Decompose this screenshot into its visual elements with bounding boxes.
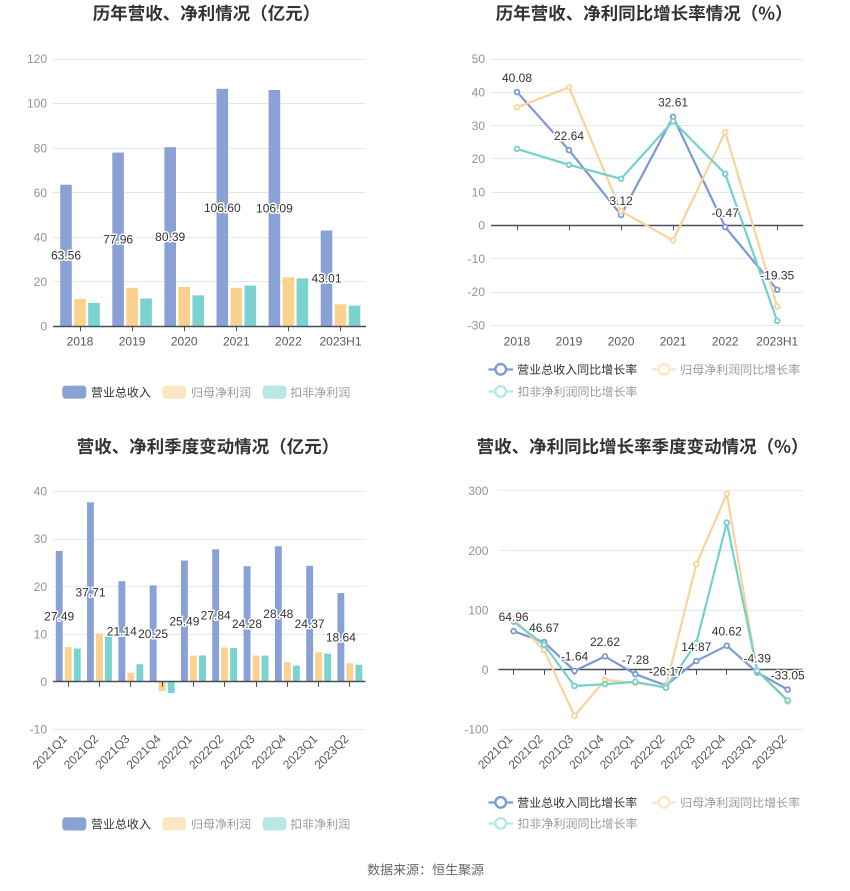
svg-text:22.62: 22.62 — [590, 635, 620, 649]
svg-text:77.96: 77.96 — [103, 233, 133, 247]
svg-text:32.61: 32.61 — [658, 96, 688, 110]
svg-text:-1.64: -1.64 — [561, 650, 589, 664]
svg-text:0: 0 — [40, 320, 47, 334]
svg-text:80.39: 80.39 — [155, 230, 185, 244]
svg-text:-33.05: -33.05 — [771, 668, 805, 682]
svg-text:-10: -10 — [30, 723, 48, 737]
svg-text:64.96: 64.96 — [499, 610, 529, 624]
svg-text:40.62: 40.62 — [712, 625, 742, 639]
svg-text:2020: 2020 — [171, 335, 198, 349]
svg-text:37.71: 37.71 — [75, 585, 105, 599]
svg-text:2022: 2022 — [712, 335, 739, 349]
svg-text:2018: 2018 — [67, 335, 94, 349]
svg-text:-4.39: -4.39 — [744, 651, 772, 665]
svg-text:27.84: 27.84 — [201, 609, 231, 623]
svg-text:-100: -100 — [464, 723, 488, 737]
svg-text:20: 20 — [34, 580, 48, 594]
svg-text:-20: -20 — [468, 285, 486, 299]
svg-text:-19.35: -19.35 — [760, 269, 794, 283]
svg-text:100: 100 — [468, 603, 488, 617]
svg-text:2023H1: 2023H1 — [756, 335, 798, 349]
svg-text:-7.28: -7.28 — [622, 653, 650, 667]
svg-text:40.08: 40.08 — [502, 71, 532, 85]
svg-text:300: 300 — [468, 484, 488, 498]
svg-text:120: 120 — [27, 52, 47, 66]
svg-text:20: 20 — [34, 275, 48, 289]
svg-text:40: 40 — [34, 230, 48, 244]
svg-text:0: 0 — [478, 219, 485, 233]
svg-text:63.56: 63.56 — [51, 249, 81, 263]
svg-text:100: 100 — [27, 97, 47, 111]
svg-text:10: 10 — [472, 185, 486, 199]
svg-text:10: 10 — [34, 627, 48, 641]
svg-text:2021: 2021 — [223, 335, 250, 349]
svg-text:3.12: 3.12 — [609, 194, 633, 208]
svg-text:-0.47: -0.47 — [712, 206, 740, 220]
svg-text:22.64: 22.64 — [554, 129, 584, 143]
svg-text:106.60: 106.60 — [204, 201, 241, 215]
svg-text:28.48: 28.48 — [263, 607, 293, 621]
svg-text:21.14: 21.14 — [107, 625, 137, 639]
svg-text:25.49: 25.49 — [169, 614, 199, 628]
svg-text:14.87: 14.87 — [681, 640, 711, 654]
svg-text:-26.17: -26.17 — [649, 664, 683, 678]
svg-text:2022: 2022 — [275, 335, 302, 349]
svg-text:2020: 2020 — [608, 335, 635, 349]
svg-text:106.09: 106.09 — [256, 201, 293, 215]
svg-text:0: 0 — [40, 675, 47, 689]
svg-text:60: 60 — [34, 186, 48, 200]
svg-text:2021: 2021 — [660, 335, 687, 349]
svg-text:30: 30 — [34, 532, 48, 546]
svg-text:20: 20 — [472, 152, 486, 166]
svg-text:50: 50 — [472, 52, 486, 66]
svg-text:2023H1: 2023H1 — [319, 335, 361, 349]
svg-text:46.67: 46.67 — [529, 621, 559, 635]
svg-text:0: 0 — [482, 663, 489, 677]
svg-text:30: 30 — [472, 119, 486, 133]
svg-text:-30: -30 — [468, 318, 486, 332]
svg-text:20.25: 20.25 — [138, 627, 168, 641]
svg-text:43.01: 43.01 — [311, 272, 341, 286]
svg-text:18.64: 18.64 — [326, 631, 356, 645]
svg-text:27.49: 27.49 — [44, 610, 74, 624]
svg-text:40: 40 — [472, 86, 486, 100]
svg-text:200: 200 — [468, 544, 488, 558]
svg-text:2019: 2019 — [119, 335, 146, 349]
svg-text:40: 40 — [34, 485, 48, 499]
svg-text:-10: -10 — [468, 252, 486, 266]
svg-text:24.28: 24.28 — [232, 617, 262, 631]
svg-text:24.37: 24.37 — [295, 617, 325, 631]
svg-text:2019: 2019 — [556, 335, 583, 349]
svg-text:80: 80 — [34, 141, 48, 155]
svg-text:2018: 2018 — [504, 335, 531, 349]
